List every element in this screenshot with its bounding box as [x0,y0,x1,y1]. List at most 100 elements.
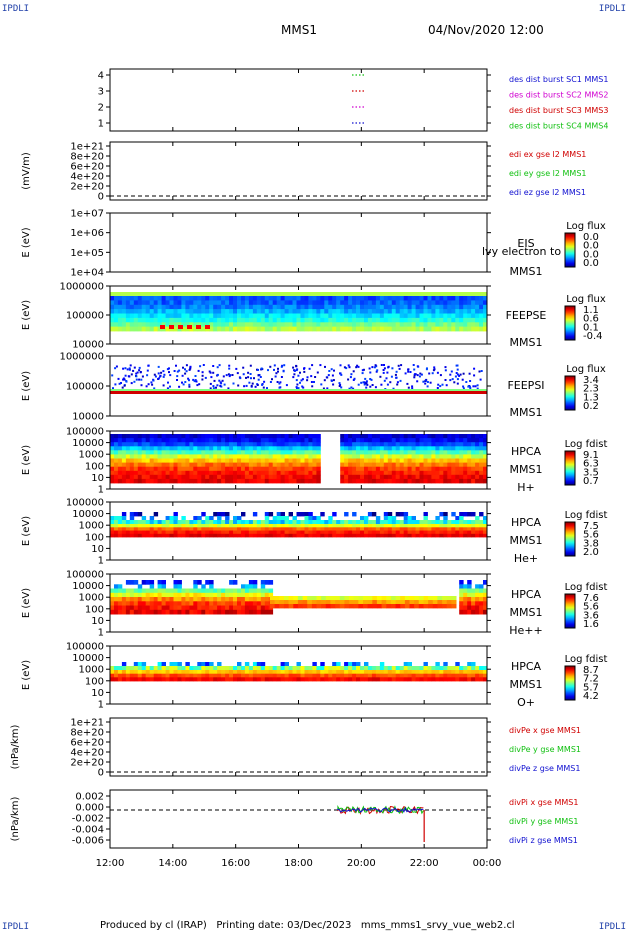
spectrogram-cell [141,520,147,525]
spectrogram-cell [205,666,210,671]
spectrogram-cell [391,474,397,480]
spectrogram-cell [344,434,349,439]
spectrogram-cell [125,474,131,480]
spectrogram-cell [193,592,198,598]
spectrogram-cell [307,596,313,601]
spectrogram-cell [324,313,329,319]
spectrogram-cell [193,300,198,306]
spectrogram-cell [169,450,174,455]
spectrogram-dot [353,377,356,380]
spectrogram-cell [383,322,389,328]
spectrogram-cell [391,670,397,675]
spectrogram-cell [300,527,305,531]
spectrogram-cell [348,446,353,451]
spectrogram-cell [379,673,385,678]
spectrogram-cell [117,466,123,472]
spectrogram-cell [324,520,329,525]
spectrogram-cell [177,446,182,451]
spectrogram-cell [185,300,190,306]
spectrogram-cell [213,609,218,615]
spectrogram-cell [360,533,365,538]
spectrogram-cell [165,592,170,598]
spectrogram-dot [383,364,385,366]
spectrogram-cell [149,296,155,301]
spectrogram-cell [205,662,210,667]
spectrogram-cell [260,530,266,535]
y-tick-label: 1 [98,485,104,496]
spectrogram-cell [447,470,452,476]
spectrogram-cell [141,462,147,468]
spectrogram-cell [423,470,428,476]
spectrogram-cell [209,662,214,667]
spectrogram-cell [252,533,258,538]
spectrogram-cell [209,446,214,451]
spectrogram-cell [471,442,476,447]
legend-entry: edi ez gse l2 MMS1 [509,188,586,197]
spectrogram-cell [193,530,198,535]
spectrogram-cell [252,666,258,671]
spectrogram-cell [288,322,293,328]
spectrogram-cell [213,524,218,528]
spectrogram-band [110,389,487,391]
spectrogram-dot [184,381,187,383]
spectrogram-cell [475,466,480,472]
spectrogram-cell [225,605,230,611]
spectrogram-cell [379,474,385,480]
spectrogram-cell [352,670,357,675]
spectrogram-cell [157,662,162,667]
spectrogram-cell [217,601,222,606]
spectrogram-cell [375,470,381,476]
spectrogram-cell [177,666,182,671]
spectrogram-cell [390,600,396,605]
spectrogram-cell [117,313,123,319]
spectrogram-cell [340,454,345,459]
spectrogram-cell [304,296,309,301]
spectrogram-cell [252,450,258,455]
spectrogram-cell [479,520,484,525]
spectrogram-cell [209,458,214,463]
spectrogram-cell [153,454,159,459]
spectrogram-dot [295,379,298,382]
spectrogram-dot [227,387,230,390]
spectrogram-cell [125,446,131,451]
spectrogram-cell [364,533,369,538]
spectrogram-cell [233,442,238,447]
spectrogram-cell [173,527,178,531]
spectrogram-cell [129,592,135,598]
spectrogram-cell [229,588,234,594]
spectrogram-cell [447,458,452,463]
spectrogram-cell [423,516,428,521]
spectrogram-cell [221,438,226,443]
spectrogram-cell [181,296,186,301]
spectrogram-cell [129,309,135,314]
spectrogram-cell [272,304,278,310]
spectrogram-cell [185,478,190,484]
spectrogram-cell [201,474,206,480]
spectrogram-cell [387,296,393,301]
spectrogram-cell [381,600,387,605]
y-tick-label: 10 [91,544,104,555]
colorbar [564,665,576,701]
spectrogram-cell [297,600,303,605]
spectrogram-cell [110,454,115,459]
spectrogram-dot [188,385,191,388]
spectrogram-cell [248,326,254,332]
spectrogram-cell [149,300,155,306]
spectrogram-cell [173,296,178,301]
spectrogram-cell [244,304,250,310]
spectrogram-cell [471,520,476,525]
spectrogram-cell [483,438,488,443]
spectrogram-cell [296,466,301,472]
spectrogram-cell [129,326,135,332]
spectrogram-cell [272,434,278,439]
spectrogram-cell [248,309,254,314]
spectrogram-cell [248,666,254,671]
spectrogram-cell [268,442,274,447]
spectrogram-cell [233,478,238,484]
spectrogram-cell [272,666,278,671]
spectrogram-cell [173,524,178,528]
spectrogram-dot [210,376,213,379]
spectrogram-cell [213,434,218,439]
spectrogram-cell [353,596,359,601]
spectrogram-cell [264,442,270,447]
